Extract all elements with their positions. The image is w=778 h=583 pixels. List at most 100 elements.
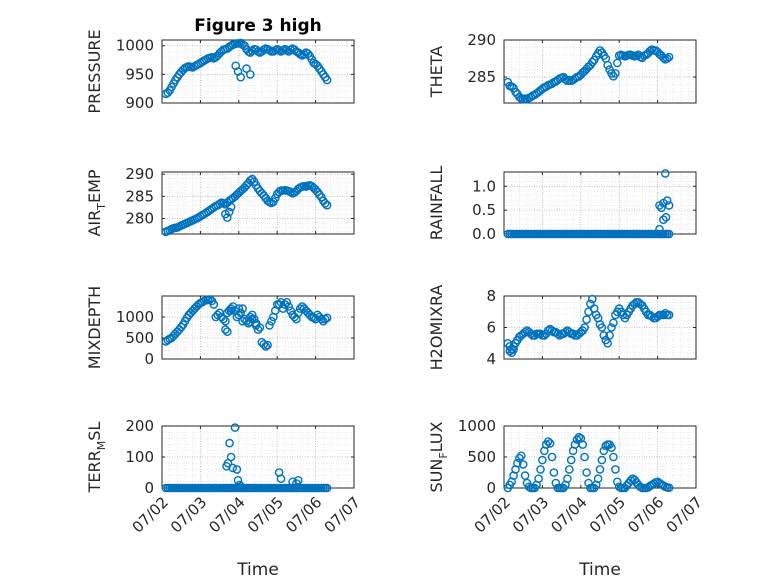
data-point	[236, 482, 245, 491]
data-point	[242, 64, 251, 73]
data-point	[647, 312, 657, 321]
data-point	[286, 187, 295, 197]
data-point	[222, 327, 232, 337]
subplot-h2omixra: 4 6 8 H2OMIXRA	[427, 285, 697, 371]
data-point	[317, 314, 326, 324]
y-tick-label: 200	[125, 417, 154, 435]
data-point	[543, 326, 553, 335]
y-axis-label-part: LUX	[427, 421, 446, 452]
data-point	[163, 88, 173, 97]
y-tick-label: 4	[486, 350, 496, 368]
data-point	[561, 327, 570, 337]
data-point	[278, 304, 288, 313]
series-markers	[161, 38, 332, 99]
data-point	[659, 53, 668, 63]
y-tick-label: 1000	[116, 37, 154, 55]
data-point	[215, 199, 224, 209]
data-point	[601, 441, 611, 451]
axes-box	[503, 39, 697, 104]
data-point	[582, 468, 591, 477]
y-tick-label: 6	[486, 319, 496, 337]
data-point	[221, 325, 230, 334]
y-axis-label-part: SL	[85, 422, 104, 441]
y-tick-label: 8	[486, 287, 496, 305]
data-point	[282, 297, 292, 307]
subplot-mixdepth: 0 500 1000 MIXDEPTH	[85, 286, 355, 369]
data-point	[245, 176, 255, 185]
data-point	[662, 196, 672, 205]
data-point	[509, 345, 518, 354]
data-point	[566, 455, 576, 465]
data-point	[234, 310, 244, 320]
data-point	[251, 318, 261, 328]
axes-box	[161, 171, 355, 235]
y-tick-label: 1000	[116, 308, 154, 326]
series-markers	[161, 295, 332, 351]
y-tick-label: 280	[125, 210, 154, 228]
data-point	[274, 187, 284, 197]
data-point	[580, 452, 589, 462]
y-tick-label: 0	[144, 350, 154, 368]
data-point	[225, 438, 234, 448]
data-point	[176, 322, 186, 332]
chart-title: Figure 3 high	[194, 16, 322, 36]
data-point	[536, 465, 545, 474]
y-axis-label-part: TERR	[85, 450, 104, 493]
data-point	[664, 52, 674, 62]
y-tick-label: 285	[467, 68, 496, 86]
data-point	[228, 302, 238, 311]
data-point	[588, 294, 597, 304]
data-point	[599, 446, 609, 456]
data-point	[534, 474, 543, 484]
data-point	[664, 201, 674, 210]
y-axis-label: TERRMSL	[85, 422, 108, 494]
data-point	[588, 57, 597, 67]
series-markers	[503, 432, 674, 493]
axes-box	[161, 39, 355, 104]
data-point	[578, 440, 588, 449]
data-point	[582, 315, 591, 324]
data-point	[659, 310, 668, 320]
y-axis-label-part: H2OMIXRA	[427, 285, 446, 371]
data-point	[276, 474, 286, 484]
data-point	[226, 202, 236, 212]
y-tick-label: 290	[125, 165, 154, 183]
data-point	[565, 465, 574, 474]
data-point	[603, 338, 613, 348]
y-axis-label-part: PRESSURE	[85, 29, 104, 113]
data-point	[322, 483, 332, 493]
data-point	[664, 310, 674, 320]
data-point	[595, 465, 605, 474]
data-point	[574, 432, 584, 442]
data-point	[547, 452, 557, 462]
data-point	[247, 310, 257, 320]
subplot-theta: 285 290 THETA	[427, 31, 697, 104]
data-point	[295, 304, 305, 313]
data-point	[517, 451, 526, 461]
data-point	[293, 308, 303, 318]
data-point	[267, 316, 276, 326]
y-axis-label: SUNFLUX	[427, 421, 450, 492]
y-tick-label: 290	[467, 31, 496, 49]
series-markers	[503, 169, 674, 239]
data-point	[657, 203, 666, 213]
data-point	[605, 331, 614, 340]
data-point	[543, 437, 553, 446]
data-point	[607, 323, 616, 332]
y-tick-label: 900	[125, 94, 154, 112]
data-point	[232, 465, 242, 474]
series-markers	[161, 174, 332, 237]
data-point	[322, 75, 332, 85]
data-point	[599, 331, 609, 340]
y-axis-label-subscript: F	[437, 452, 450, 458]
data-point	[611, 465, 620, 474]
data-point	[322, 313, 332, 323]
data-point	[518, 460, 528, 469]
data-point	[597, 323, 607, 332]
data-point	[221, 316, 230, 326]
data-point	[520, 327, 530, 337]
data-point	[234, 304, 244, 313]
data-point	[545, 439, 555, 448]
y-tick-label: 0.0	[472, 225, 496, 243]
